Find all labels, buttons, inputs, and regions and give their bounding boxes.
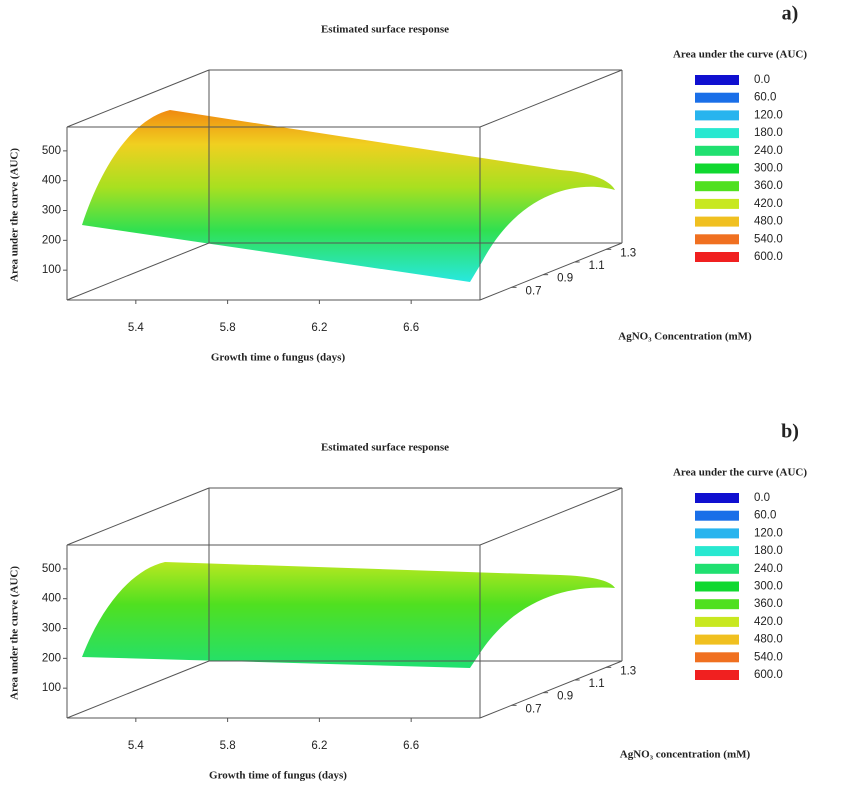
legend-swatch [695, 234, 739, 245]
legend-swatch [695, 145, 739, 156]
panel-label: b) [781, 421, 799, 443]
z-tick-label: 200 [42, 652, 61, 664]
box-edge [66, 242, 210, 301]
legend-label: 0.0 [754, 74, 770, 86]
z-tick-label: 500 [42, 563, 61, 575]
z-tick-label: 100 [42, 264, 61, 276]
x-tick-label: 6.6 [403, 740, 419, 752]
x-tick-label: 6.6 [403, 322, 419, 334]
x-axis-title: Growth time o fungus (days) [211, 352, 346, 364]
y-tick-label: 1.3 [620, 247, 636, 259]
legend-swatch [695, 510, 739, 521]
legend-label: 60.0 [754, 92, 776, 104]
z-axis-title: Area under the curve (AUC) [9, 148, 21, 282]
x-axis-title: Growth time of fungus (days) [209, 770, 347, 782]
legend-title: Area under the curve (AUC) [673, 467, 807, 479]
y-tick-label: 1.1 [589, 260, 605, 272]
legend-label: 600.0 [754, 669, 783, 681]
panel: 100 200 300 400 500 5.4 5.8 6.2 6.6 0.7 0.9 1.1 1.3 E… [9, 3, 808, 364]
legend-label: 120.0 [754, 109, 783, 121]
y-tick-label: 0.9 [557, 691, 573, 703]
panel-label: a) [782, 3, 799, 25]
legend-label: 60.0 [754, 510, 776, 522]
z-tick-label: 100 [42, 682, 61, 694]
x-tick-label: 5.8 [220, 740, 236, 752]
z-tick-label: 300 [42, 205, 61, 217]
legend-label: 540.0 [754, 233, 783, 245]
legend-swatch [695, 670, 739, 680]
legend-label: 180.0 [754, 545, 783, 557]
legend-swatch [695, 563, 739, 574]
legend-title: Area under the curve (AUC) [673, 49, 807, 61]
y-tick-label: 0.7 [526, 285, 542, 297]
legend-swatch [695, 75, 739, 85]
surface [82, 562, 615, 668]
z-tick-label: 300 [42, 623, 61, 635]
surface [82, 110, 615, 282]
legend-label: 540.0 [754, 651, 783, 663]
box-edge [479, 69, 623, 128]
legend-swatch [695, 198, 739, 209]
chart-title: Estimated surface response [321, 442, 449, 454]
legend-label: 480.0 [754, 216, 783, 228]
box-edge [66, 69, 210, 128]
y-axis-title: AgNO₃ Concentration (mM) [618, 331, 752, 343]
legend-swatch [695, 581, 739, 592]
z-tick-label: 400 [42, 593, 61, 605]
legend-label: 480.0 [754, 634, 783, 646]
y-axis-title: AgNO₃ concentration (mM) [620, 749, 751, 761]
y-tick-label: 1.3 [620, 665, 636, 677]
legend-label: 420.0 [754, 198, 783, 210]
legend-label: 600.0 [754, 251, 783, 263]
z-tick-label: 200 [42, 234, 61, 246]
box-edge [66, 660, 210, 719]
box-edge [479, 487, 623, 546]
legend-label: 240.0 [754, 145, 783, 157]
x-tick-label: 6.2 [311, 322, 327, 334]
legend-label: 360.0 [754, 598, 783, 610]
legend-swatch [695, 252, 739, 262]
legend-label: 360.0 [754, 180, 783, 192]
x-tick-label: 5.8 [220, 322, 236, 334]
legend-swatch [695, 110, 739, 121]
legend-label: 120.0 [754, 527, 783, 539]
box-edge [479, 660, 623, 719]
y-tick-label: 1.1 [589, 678, 605, 690]
legend-swatch [695, 599, 739, 610]
legend-swatch [695, 181, 739, 192]
legend-label: 420.0 [754, 616, 783, 628]
y-tick-label: 0.9 [557, 273, 573, 285]
panel: 100 200 300 400 500 5.4 5.8 6.2 6.6 0.7 0.9 1.1 1.3 E… [9, 421, 808, 782]
x-tick-label: 5.4 [128, 740, 145, 752]
legend-swatch [695, 216, 739, 227]
legend-swatch [695, 493, 739, 503]
legend-label: 180.0 [754, 127, 783, 139]
legend-swatch [695, 128, 739, 139]
legend-label: 300.0 [754, 581, 783, 593]
z-tick-label: 500 [42, 145, 61, 157]
legend-swatch [695, 634, 739, 645]
y-tick-label: 0.7 [526, 703, 542, 715]
z-tick-label: 400 [42, 175, 61, 187]
legend-swatch [695, 652, 739, 663]
legend-swatch [695, 528, 739, 539]
legend-swatch [695, 616, 739, 627]
legend-swatch [695, 546, 739, 557]
chart-title: Estimated surface response [321, 24, 449, 36]
legend-label: 300.0 [754, 163, 783, 175]
box-edge [479, 242, 623, 301]
x-tick-label: 6.2 [311, 740, 327, 752]
z-axis-title: Area under the curve (AUC) [9, 566, 21, 700]
legend-label: 240.0 [754, 563, 783, 575]
legend-label: 0.0 [754, 492, 770, 504]
legend-swatch [695, 92, 739, 103]
x-tick-label: 5.4 [128, 322, 145, 334]
box-edge [66, 487, 210, 546]
legend-swatch [695, 163, 739, 174]
